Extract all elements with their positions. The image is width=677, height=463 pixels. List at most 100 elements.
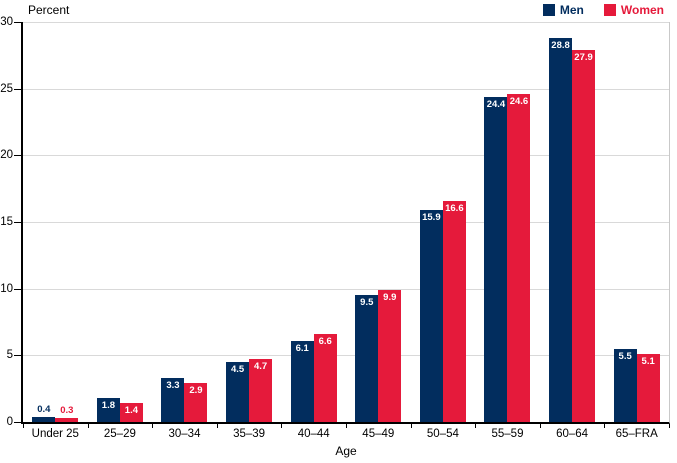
- bar-women-7: 24.6: [507, 94, 531, 422]
- x-category-label: 65–FRA: [615, 428, 658, 440]
- bar-group: 5.5 5.1: [604, 22, 669, 422]
- x-tick-mark: [346, 424, 347, 428]
- legend-label-men: Men: [559, 3, 584, 17]
- y-axis-title: Percent: [28, 3, 70, 17]
- bar-women-4: 6.6: [313, 334, 337, 422]
- bar-women-5: 9.9: [378, 290, 402, 422]
- x-tick-mark: [152, 424, 154, 428]
- bar-value-label: 24.6: [509, 96, 529, 107]
- bar-pair: 9.5 9.9: [355, 290, 402, 422]
- bar-value-label: 4.5: [230, 364, 245, 375]
- x-category-label: Under 25: [31, 428, 79, 440]
- bar-group: 4.5 4.7: [217, 22, 282, 422]
- legend: Men Women: [542, 3, 664, 17]
- x-category-label: 55–59: [491, 428, 524, 440]
- y-tick-mark: [14, 155, 21, 157]
- x-tick-mark: [669, 424, 670, 428]
- x-tick-mark: [539, 424, 541, 428]
- bar-pair: 0.4 0.3: [32, 404, 79, 422]
- y-tick-label: 30: [0, 16, 13, 28]
- bar-men-1: 1.8: [96, 398, 120, 422]
- x-category-label: 40–44: [297, 428, 330, 440]
- bar-value-label: 2.9: [189, 385, 203, 397]
- bar-value-label: 28.8: [551, 40, 570, 51]
- bar-pair: 28.8 27.9: [549, 38, 596, 422]
- bar-pair: 1.8 1.4: [96, 398, 143, 422]
- x-axis-title: Age: [335, 444, 357, 458]
- bar-group: 28.8 27.9: [540, 22, 605, 422]
- plot-area: 0.4 0.3 1.8 1.4 3.3 2.9 4.5 4.7 6.1 6.6 9.5 9.9 15.9…: [21, 22, 670, 424]
- x-tick-mark: [410, 424, 412, 428]
- bar-value-label: 3.3: [166, 380, 180, 391]
- bar-men-6: 15.9: [419, 210, 443, 422]
- y-tick-mark: [14, 288, 21, 290]
- y-tick-mark: [14, 88, 21, 90]
- bar-value-label: 0.4: [37, 403, 51, 415]
- y-tick-label: 10: [0, 282, 13, 295]
- y-tick-mark: [14, 222, 21, 223]
- bar-pair: 24.4 24.6: [484, 94, 531, 422]
- bar-women-1: 1.4: [119, 403, 143, 422]
- gridline: [23, 288, 669, 290]
- bars-container: 0.4 0.3 1.8 1.4 3.3 2.9 4.5 4.7 6.1 6.6 9.5 9.9 15.9…: [23, 22, 669, 422]
- bar-value-label: 9.5: [360, 297, 374, 309]
- bar-women-6: 16.6: [442, 200, 466, 422]
- bar-women-0: 0.3: [55, 405, 79, 422]
- bar-pair: 15.9 16.6: [419, 200, 466, 422]
- bar-men-4: 6.1: [290, 340, 314, 422]
- bar-women-3: 4.7: [249, 359, 273, 422]
- y-tick-label: 5: [6, 349, 13, 362]
- bar-women-9: 5.1: [636, 354, 660, 422]
- y-tick-mark: [14, 22, 21, 23]
- y-tick-label: 20: [0, 149, 13, 162]
- x-tick-mark: [604, 424, 606, 428]
- bar-value-label: 16.6: [445, 202, 464, 214]
- men-swatch-icon: [542, 4, 555, 16]
- bar-value-label: 1.4: [124, 405, 138, 417]
- bar-pair: 4.5 4.7: [226, 359, 273, 422]
- bar-group: 0.4 0.3: [23, 22, 88, 422]
- x-category-label: 45–49: [362, 428, 395, 440]
- legend-item-men: Men: [542, 3, 584, 17]
- gridline: [23, 355, 669, 357]
- women-swatch-icon: [603, 4, 616, 16]
- y-tick-mark: [14, 422, 21, 423]
- bar-group: 15.9 16.6: [411, 22, 476, 422]
- bar-pair: 6.1 6.6: [290, 334, 337, 422]
- bar-men-5: 9.5: [355, 295, 379, 422]
- bar-value-label: 6.6: [318, 336, 332, 347]
- legend-label-women: Women: [620, 3, 664, 17]
- x-category-label: 35–39: [233, 428, 266, 440]
- bar-value-label: 5.1: [641, 356, 655, 367]
- bar-pair: 3.3 2.9: [161, 378, 208, 422]
- bar-group: 3.3 2.9: [152, 22, 217, 422]
- bar-value-label: 4.7: [253, 361, 268, 373]
- bar-value-label: 5.5: [618, 350, 632, 362]
- bar-women-8: 27.9: [572, 50, 596, 422]
- bar-men-7: 24.4: [484, 96, 508, 422]
- bar-group: 24.4 24.6: [475, 22, 540, 422]
- bar-men-0: 0.4: [32, 404, 56, 422]
- bar-value-label: 6.1: [295, 342, 309, 354]
- x-tick-mark: [281, 424, 283, 428]
- bar-value-label: 27.9: [574, 52, 593, 63]
- bar-group: 9.5 9.9: [346, 22, 411, 422]
- gridline: [23, 155, 669, 157]
- bar-men-8: 28.8: [549, 38, 573, 422]
- bar-pair: 5.5 5.1: [613, 348, 660, 422]
- bar-value-label: 1.8: [101, 400, 115, 411]
- bar-value-label: 0.3: [60, 405, 74, 416]
- bar-value-label: 24.4: [486, 98, 506, 110]
- y-tick-mark: [14, 355, 21, 357]
- x-category-label: 25–29: [103, 428, 136, 440]
- y-tick-label: 25: [0, 82, 13, 95]
- bar-group: 6.1 6.6: [281, 22, 346, 422]
- y-tick-label: 15: [0, 216, 13, 228]
- y-tick-label: 0: [6, 416, 13, 428]
- x-tick-mark: [216, 424, 218, 428]
- bar-women-2: 2.9: [184, 383, 208, 422]
- bar-men-9: 5.5: [613, 348, 637, 422]
- gridline: [23, 88, 669, 90]
- bar-value-label: 9.9: [383, 292, 397, 303]
